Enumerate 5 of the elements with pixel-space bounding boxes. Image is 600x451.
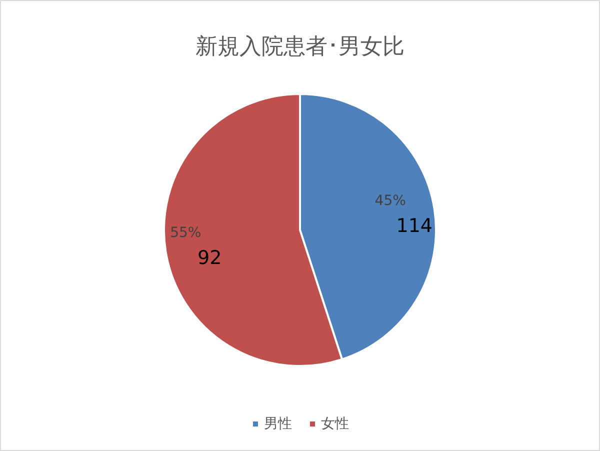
chart-title: 新規入院患者･男女比 (196, 34, 404, 60)
legend-label: 女性 (321, 416, 349, 432)
data-label: 45% 114 (374, 192, 432, 237)
data-label: 55% 92 (170, 225, 222, 270)
legend-label: 男性 (264, 416, 292, 432)
